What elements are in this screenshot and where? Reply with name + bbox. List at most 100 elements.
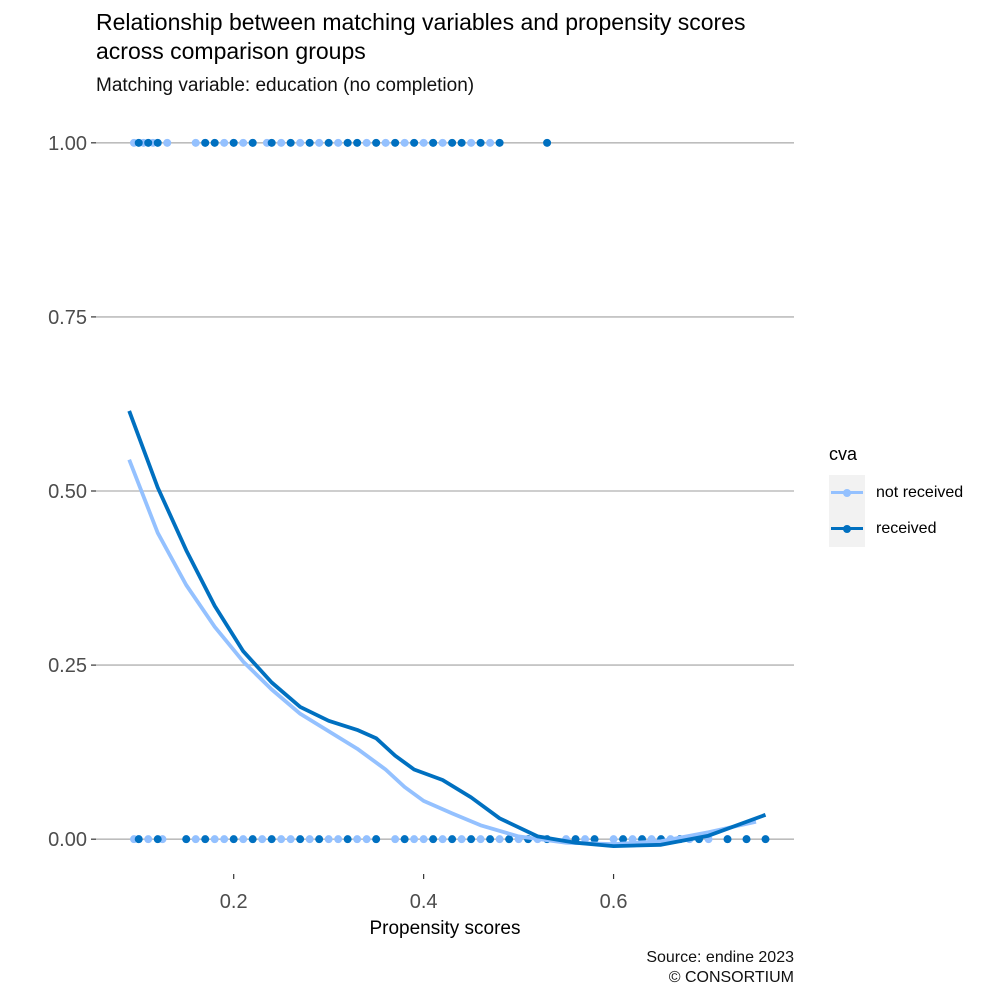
data-point	[277, 138, 286, 147]
smooth-lines	[127, 410, 767, 848]
data-point	[220, 138, 229, 147]
data-point	[495, 835, 504, 844]
data-point	[410, 835, 419, 844]
data-point	[324, 138, 333, 147]
data-point	[476, 138, 485, 147]
data-point	[163, 138, 172, 147]
data-point	[191, 138, 200, 147]
data-point	[438, 835, 447, 844]
legend-item-received: received	[829, 511, 963, 547]
data-point	[400, 835, 409, 844]
chart-title-line-1: Relationship between matching variables …	[96, 9, 746, 35]
data-point	[334, 138, 343, 147]
data-point	[182, 835, 191, 844]
data-point	[258, 835, 267, 844]
caption-copyright: © CONSORTIUM	[668, 969, 794, 986]
smooth-line	[127, 410, 767, 848]
data-point	[286, 138, 295, 147]
data-point	[438, 138, 447, 147]
data-point	[315, 835, 324, 844]
data-point	[201, 835, 210, 844]
data-point	[134, 138, 143, 147]
data-point	[495, 138, 504, 147]
data-point	[742, 835, 751, 844]
y-tick-label: 0.00	[48, 829, 87, 851]
legend-key-dot	[843, 525, 851, 533]
data-point	[486, 835, 495, 844]
y-axis: 0.00 0.25 0.50 0.75 1.00	[48, 133, 96, 851]
data-point	[239, 138, 248, 147]
data-point	[609, 835, 618, 844]
data-point	[134, 835, 143, 844]
data-point	[467, 138, 476, 147]
data-point	[372, 835, 381, 844]
data-point	[144, 138, 153, 147]
data-point	[353, 138, 362, 147]
chart-title-line-2: across comparison groups	[96, 38, 366, 64]
legend-item-not-received: not received	[829, 475, 963, 511]
data-point	[429, 835, 438, 844]
data-point	[457, 138, 466, 147]
data-point	[362, 138, 371, 147]
data-point	[267, 138, 276, 147]
data-point	[761, 835, 770, 844]
data-point	[353, 835, 362, 844]
legend-key-not-received	[829, 475, 865, 511]
data-point	[619, 835, 628, 844]
data-point	[476, 835, 485, 844]
data-point	[391, 835, 400, 844]
caption-source: Source: endine 2023	[646, 949, 794, 966]
data-point	[210, 138, 219, 147]
data-point	[723, 835, 732, 844]
data-point	[144, 835, 153, 844]
x-axis: 0.2 0.4 0.6	[220, 874, 628, 913]
data-point	[543, 138, 552, 147]
data-point	[448, 835, 457, 844]
data-point	[267, 835, 276, 844]
smooth-line	[127, 459, 757, 846]
data-point	[315, 138, 324, 147]
data-point	[362, 835, 371, 844]
data-point	[153, 138, 162, 147]
y-tick-label: 0.75	[48, 307, 87, 329]
data-point	[334, 835, 343, 844]
legend-label-received: received	[876, 520, 937, 537]
legend-label-not-received: not received	[876, 484, 964, 501]
data-point	[486, 138, 495, 147]
data-point	[324, 835, 333, 844]
x-tick-label: 0.4	[410, 891, 438, 913]
data-point	[400, 138, 409, 147]
data-point	[248, 138, 257, 147]
data-point	[229, 835, 238, 844]
data-point	[581, 835, 590, 844]
data-point	[372, 138, 381, 147]
x-tick-label: 0.6	[600, 891, 628, 913]
data-point	[343, 138, 352, 147]
data-point	[429, 138, 438, 147]
legend-title: cva	[829, 444, 858, 464]
data-point	[305, 835, 314, 844]
data-point	[239, 835, 248, 844]
data-point	[296, 138, 305, 147]
data-point	[419, 138, 428, 147]
data-point	[467, 835, 476, 844]
data-point	[277, 835, 286, 844]
y-tick-label: 0.25	[48, 655, 87, 677]
data-point	[305, 138, 314, 147]
data-point	[505, 835, 514, 844]
data-point	[391, 138, 400, 147]
caption: Source: endine 2023 © CONSORTIUM	[646, 948, 794, 988]
data-point	[590, 835, 599, 844]
data-point	[457, 835, 466, 844]
data-point	[201, 138, 210, 147]
x-axis-label: Propensity scores	[369, 918, 520, 939]
gridlines	[96, 142, 794, 840]
data-point	[419, 835, 428, 844]
legend-key-dot	[843, 489, 851, 497]
data-point	[410, 138, 419, 147]
data-point	[191, 835, 200, 844]
chart-subtitle: Matching variable: education (no complet…	[96, 75, 475, 96]
data-point	[296, 835, 305, 844]
data-point	[220, 835, 229, 844]
